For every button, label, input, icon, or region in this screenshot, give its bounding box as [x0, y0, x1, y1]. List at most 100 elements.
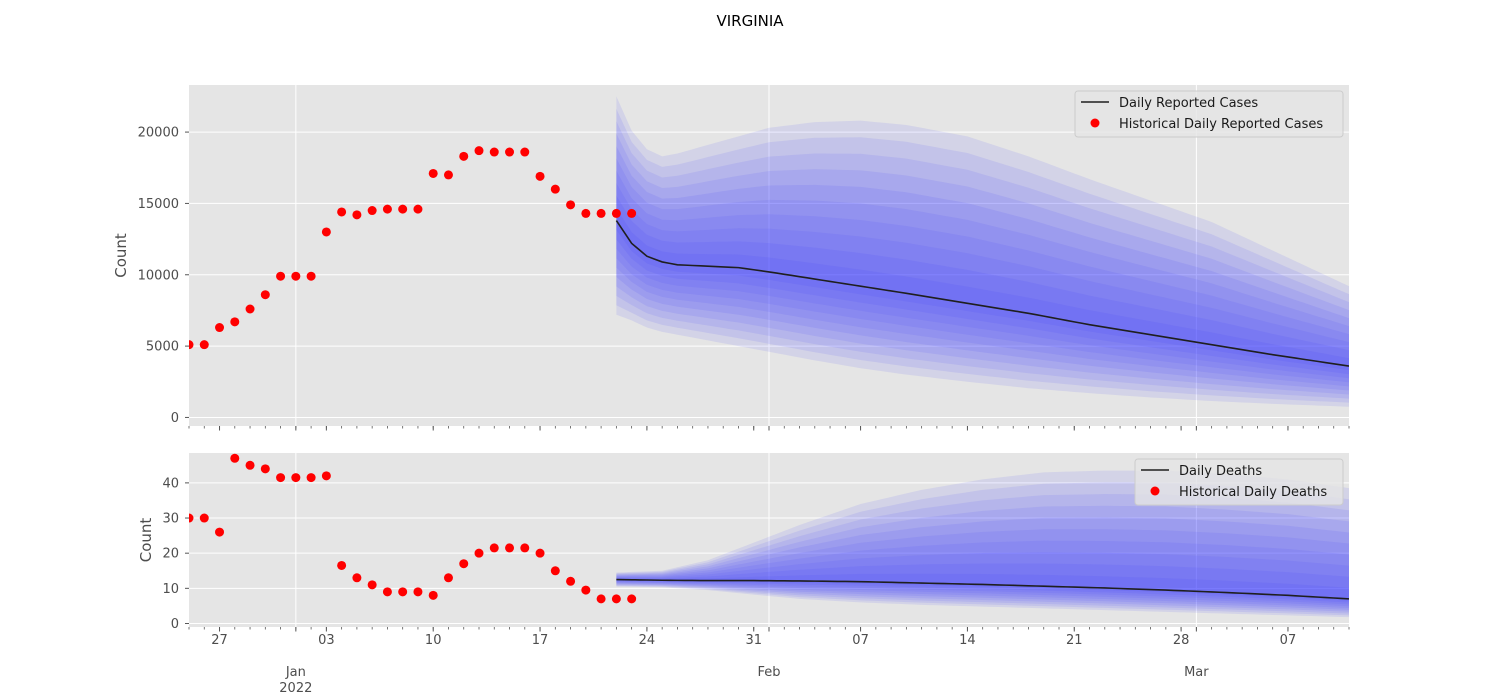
cases-grid	[189, 85, 1349, 426]
deaths-legend-label-forecast: Daily Deaths	[1179, 464, 1262, 479]
cases-legend-point-swatch	[1090, 118, 1100, 128]
deaths-historical-point	[215, 527, 225, 537]
cases-ytick-label: 15000	[138, 197, 179, 212]
deaths-historical-point	[398, 587, 408, 597]
cases-historical-point	[199, 340, 209, 350]
deaths-legend-box	[1134, 458, 1344, 506]
xtick-year-label: 2022	[279, 681, 312, 696]
cases-historical-point	[398, 204, 408, 214]
xtick-month-label: Jan	[285, 665, 306, 680]
cases-quantile-band	[616, 108, 1349, 403]
cases-historical-point	[474, 146, 484, 156]
cases-quantile-band	[616, 133, 1349, 395]
deaths-historical-point	[581, 585, 591, 595]
cases-quantile-band	[616, 121, 1349, 399]
cases-historical-point	[230, 317, 240, 327]
cases-forecast-median-line	[615, 220, 1349, 367]
deaths-quantile-band	[616, 482, 1349, 616]
xtick-day-label: 14	[959, 633, 976, 648]
deaths-quantile-band	[616, 529, 1349, 609]
deaths-historical-point	[505, 543, 515, 553]
cases-historical-point	[611, 208, 621, 218]
cases-ytick-label: 20000	[138, 126, 179, 141]
cases-legend: Daily Reported Cases Historical Daily Rep…	[1074, 90, 1344, 138]
deaths-historical-point	[337, 560, 347, 570]
deaths-historical-point	[276, 473, 286, 483]
cases-quantile-band	[616, 146, 1349, 391]
deaths-quantile-band	[616, 494, 1349, 614]
cases-quantile-band	[616, 170, 1349, 383]
deaths-historical-point	[413, 587, 423, 597]
deaths-historical-point	[367, 580, 377, 590]
cases-ytick-label: 0	[171, 411, 179, 426]
cases-historical-points	[189, 146, 637, 350]
deaths-historical-point	[189, 513, 194, 523]
cases-historical-point	[382, 204, 392, 214]
deaths-historical-point	[230, 453, 240, 463]
cases-historical-point	[367, 206, 377, 216]
xtick-day-label: 28	[1173, 633, 1190, 648]
xtick-day-label: 17	[532, 633, 549, 648]
cases-historical-point	[306, 271, 316, 281]
cases-historical-point	[245, 304, 255, 314]
cases-historical-point	[505, 147, 515, 157]
deaths-historical-point	[611, 594, 621, 604]
xtick-day-label: 07	[1280, 633, 1297, 648]
xtick-day-label: 03	[318, 633, 335, 648]
cases-historical-point	[459, 151, 469, 161]
deaths-quantile-band	[616, 552, 1349, 605]
cases-legend-box	[1074, 90, 1344, 138]
deaths-historical-point	[443, 573, 453, 583]
cases-historical-point	[291, 271, 301, 281]
deaths-historical-point	[199, 513, 209, 523]
deaths-historical-point	[520, 543, 530, 553]
cases-quantile-band	[616, 96, 1349, 407]
deaths-panel: 0 10 20 30 40 Count Daily Deaths Historical Dai…	[137, 453, 1350, 632]
cases-ytick-label: 10000	[138, 268, 179, 283]
cases-historical-point	[489, 147, 499, 157]
xtick-day-label: 21	[1066, 633, 1083, 648]
xtick-day-label: 07	[852, 633, 869, 648]
cases-historical-point	[581, 208, 591, 218]
cases-ylabel: Count	[112, 233, 130, 278]
cases-legend-label-forecast: Daily Reported Cases	[1119, 96, 1258, 111]
deaths-historical-point	[245, 460, 255, 470]
cases-xticks	[188, 426, 1350, 431]
deaths-historical-point	[260, 464, 270, 474]
deaths-historical-point	[489, 543, 499, 553]
cases-historical-point	[535, 171, 545, 181]
xtick-day-label: 31	[745, 633, 762, 648]
xtick-day-label: 27	[211, 633, 228, 648]
deaths-ytick-label: 40	[162, 476, 179, 491]
cases-legend-label-historical: Historical Daily Reported Cases	[1119, 117, 1323, 132]
deaths-historical-point	[566, 576, 576, 586]
deaths-historical-point	[535, 548, 545, 558]
deaths-ytick-label: 20	[162, 547, 179, 562]
cases-historical-point	[321, 227, 331, 237]
deaths-quantile-band	[616, 505, 1349, 612]
cases-historical-point	[520, 147, 530, 157]
deaths-ytick-label: 10	[162, 582, 179, 597]
deaths-historical-point	[321, 471, 331, 481]
cases-panel: 0 5000 10000 15000 20000 Count Daily Reported …	[112, 85, 1350, 431]
deaths-historical-point	[459, 559, 469, 569]
deaths-quantile-band	[616, 517, 1349, 610]
deaths-ytick-label: 0	[171, 617, 179, 632]
cases-historical-point	[276, 271, 286, 281]
cases-historical-point	[550, 184, 560, 194]
cases-historical-point	[189, 340, 194, 350]
deaths-historical-point	[596, 594, 606, 604]
deaths-xticks	[188, 627, 1350, 632]
deaths-historical-point	[291, 473, 301, 483]
deaths-historical-point	[474, 548, 484, 558]
cases-historical-point	[413, 204, 423, 214]
deaths-forecast-bands	[616, 470, 1349, 618]
cases-quantile-band	[616, 195, 1349, 375]
deaths-historical-point	[428, 590, 438, 600]
deaths-historical-points	[189, 453, 637, 604]
cases-historical-point	[627, 208, 637, 218]
deaths-historical-point	[352, 573, 362, 583]
cases-quantile-band	[616, 208, 1349, 371]
deaths-legend-label-historical: Historical Daily Deaths	[1179, 485, 1327, 500]
